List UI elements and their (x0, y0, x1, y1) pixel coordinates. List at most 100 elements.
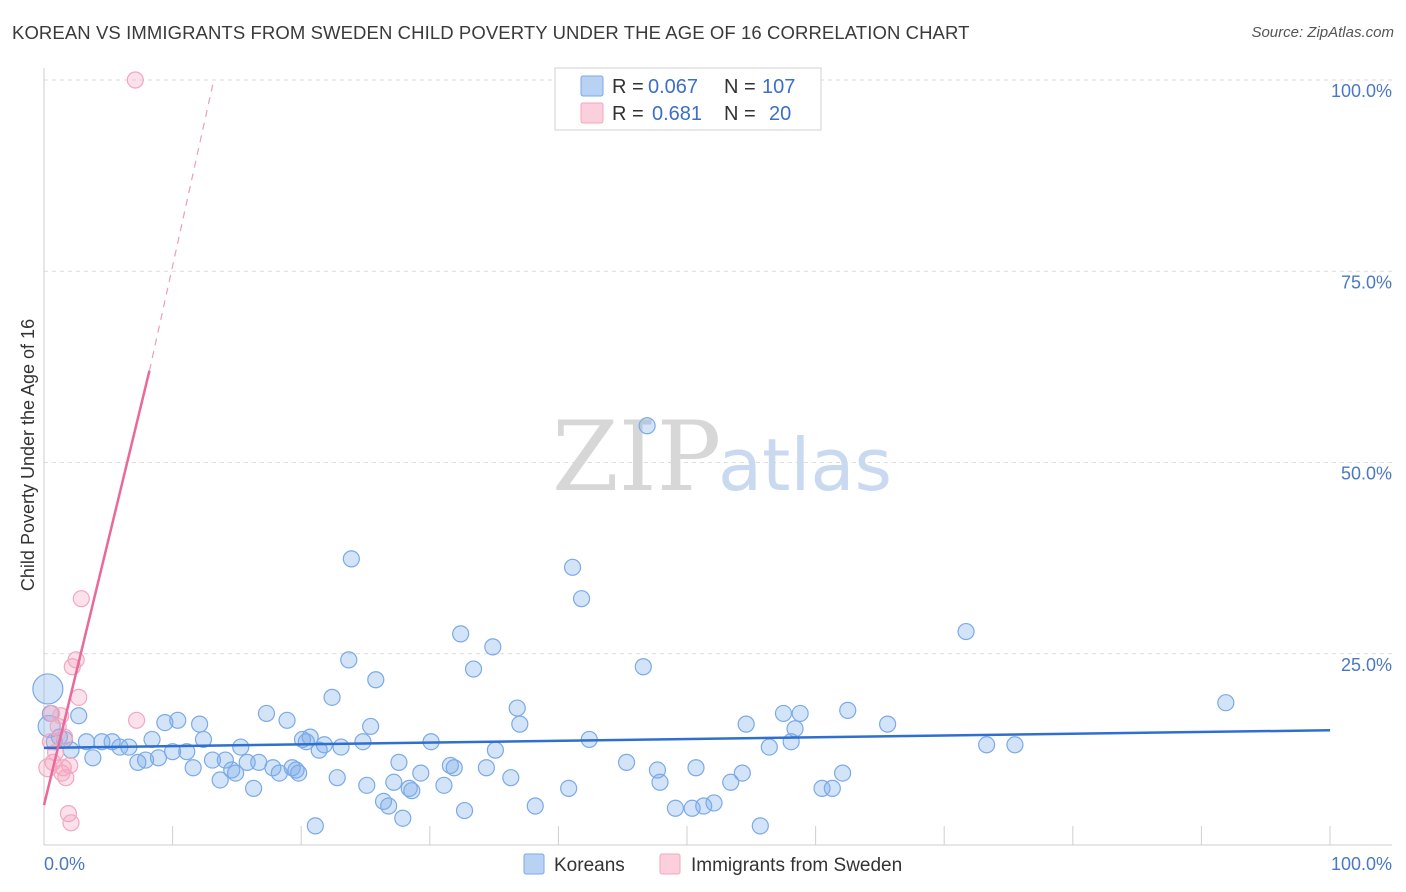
korean-point (70, 707, 88, 725)
korean-point (362, 717, 380, 736)
korean-point (403, 782, 421, 800)
sweden-point (72, 590, 90, 608)
bottom-legend: Koreans Immigrants from Sweden (523, 853, 902, 876)
korean-point (385, 773, 403, 791)
korean-point (412, 764, 430, 782)
korean-point (563, 558, 582, 576)
korean-point (270, 764, 288, 782)
korean-point (169, 711, 187, 729)
korean-point (332, 738, 350, 756)
bottom-legend-koreans: Koreans (554, 855, 625, 876)
y-tick-label: 100.0% (1331, 81, 1392, 101)
korean-point (354, 733, 372, 751)
korean-point (232, 738, 250, 756)
legend-n-label: N = (724, 103, 756, 125)
korean-point (143, 730, 161, 749)
korean-point (1217, 694, 1235, 712)
korean-point (452, 625, 470, 643)
korean-point (216, 751, 234, 769)
korean-point (508, 699, 526, 717)
korean-point (484, 638, 502, 656)
korean-point (511, 715, 529, 733)
korean-point (278, 711, 296, 729)
korean-point (156, 713, 174, 732)
trend-lines (42, 79, 1331, 806)
korean-point (394, 809, 412, 827)
korean-point (455, 801, 474, 820)
x-tick-labels: 0.0% 100.0% (44, 854, 1392, 874)
korean-point (477, 759, 495, 777)
korean-point (572, 590, 591, 608)
korean-point (705, 794, 723, 812)
bottom-legend-swatch-sweden (659, 853, 681, 875)
korean-point (194, 730, 213, 749)
legend-r-value: 0.681 (652, 103, 702, 125)
korean-point (464, 660, 483, 678)
sweden-point (70, 688, 88, 706)
korean-point (32, 673, 64, 705)
korean-point (342, 550, 360, 568)
y-tick-labels: 25.0% 50.0% 75.0% 100.0% (1331, 81, 1392, 675)
korean-point (191, 715, 209, 733)
korean-point (390, 753, 408, 771)
korean-point (737, 715, 755, 733)
watermark-zip: ZIP (552, 401, 721, 513)
korean-point (84, 749, 102, 767)
watermark-atlas: atlas (718, 423, 892, 507)
korean-point (791, 704, 809, 723)
korean-point (136, 751, 155, 769)
legend-n-value: 20 (769, 103, 791, 125)
korean-point (290, 764, 308, 782)
korean-point (733, 764, 751, 782)
korean-point (184, 759, 202, 777)
y-axis-label: Child Poverty Under the Age of 16 (18, 319, 38, 591)
legend-r-label: R = (612, 103, 644, 125)
sweden-point (62, 814, 80, 832)
korean-point (751, 817, 769, 835)
korean-point (666, 799, 685, 817)
gridlines (44, 79, 1392, 655)
korean-point (435, 776, 453, 794)
legend-swatch-sweden (580, 102, 604, 124)
korean-point (340, 651, 358, 669)
korean-point (367, 671, 385, 689)
legend: R = 0.067 N = 107 R = 0.681 N = 20 (554, 67, 822, 131)
korean-point (358, 776, 376, 794)
legend-r-label: R = (612, 76, 644, 98)
korean-point (323, 688, 341, 706)
korean-point (178, 743, 196, 761)
source-credit: Source: ZipAtlas.com (1251, 24, 1394, 41)
sweden-point (43, 704, 61, 723)
korean-point (380, 797, 398, 815)
sweden-point (126, 71, 144, 89)
chart-title: KOREAN VS IMMIGRANTS FROM SWEDEN CHILD P… (12, 22, 970, 43)
korean-point (560, 779, 578, 797)
korean-point (245, 779, 263, 797)
korean-point (1006, 736, 1024, 754)
korean-point (957, 622, 975, 641)
y-tick-label: 75.0% (1341, 272, 1392, 292)
korean-point (445, 759, 463, 777)
korean-point (486, 741, 504, 759)
korean-point (328, 769, 346, 787)
korean-point (687, 759, 705, 777)
korean-point (164, 743, 182, 761)
korean-point (257, 704, 276, 723)
bottom-legend-sweden: Immigrants from Sweden (691, 855, 902, 876)
sweden-trend-extension (148, 79, 215, 371)
korean-point (211, 771, 229, 789)
korean-point (638, 417, 656, 435)
x-tick-label: 0.0% (44, 854, 85, 874)
axes (43, 68, 1392, 846)
korean-point (834, 764, 852, 782)
korean-point (306, 817, 324, 835)
korean-point (374, 792, 393, 810)
korean-point (227, 764, 245, 782)
korean-point (203, 751, 222, 769)
korean-point (839, 701, 857, 719)
korean-point (651, 773, 669, 791)
korean-point (722, 773, 740, 791)
y-tick-label: 50.0% (1341, 464, 1392, 484)
sweden-point (61, 756, 79, 775)
